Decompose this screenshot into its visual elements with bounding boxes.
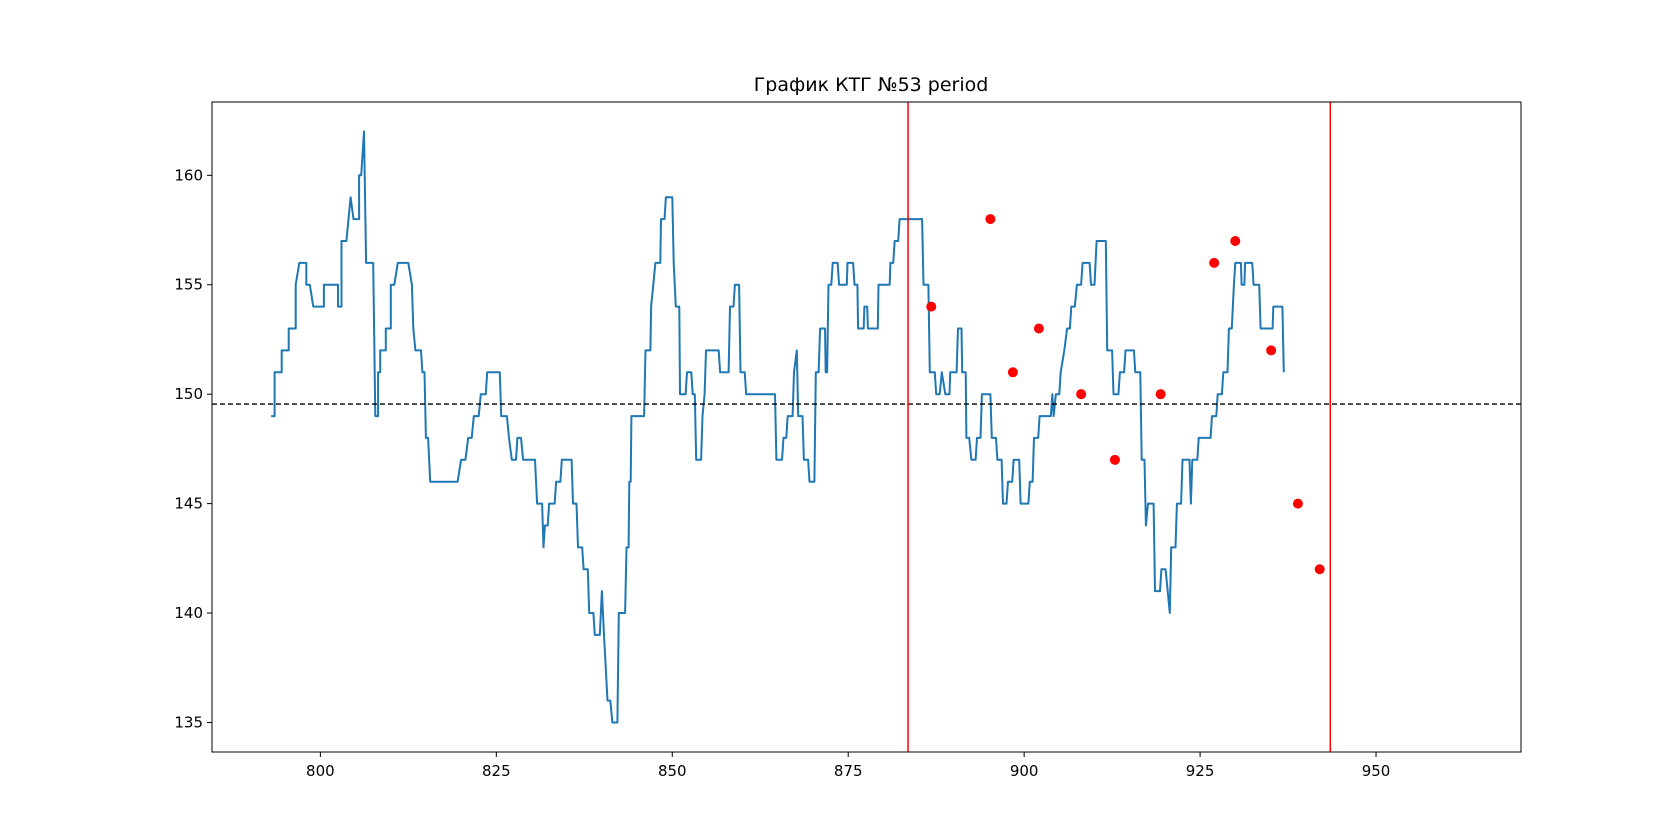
chart-title: График КТГ №53 period (754, 74, 989, 96)
x-tick-label-850: 850 (658, 762, 687, 780)
y-tick-label-160: 160 (174, 166, 203, 184)
peak-marker-8 (1230, 235, 1241, 246)
y-tick-label-145: 145 (174, 495, 203, 513)
peak-marker-7 (1209, 257, 1220, 268)
y-tick-label-140: 140 (174, 604, 203, 622)
peak-marker-3 (1033, 323, 1044, 334)
peak-marker-11 (1314, 564, 1325, 575)
plot-area: 800 825 850 875 900 925 950 135 140 145 150 155 160 (174, 101, 1522, 780)
y-tick-label-135: 135 (174, 713, 203, 731)
y-tick-label-155: 155 (174, 276, 203, 294)
peak-marker-1 (985, 214, 996, 225)
axes-frame (211, 101, 1522, 753)
x-tick-label-900: 900 (1010, 762, 1039, 780)
series-line-0 (271, 130, 1285, 724)
peak-marker-2 (1007, 367, 1018, 378)
x-tick-label-825: 825 (482, 762, 511, 780)
peak-marker-6 (1155, 389, 1166, 400)
peak-marker-5 (1109, 454, 1120, 465)
peak-marker-10 (1292, 498, 1303, 509)
y-tick-label-150: 150 (174, 385, 203, 403)
x-tick-label-875: 875 (834, 762, 863, 780)
peak-marker-9 (1266, 345, 1277, 356)
peak-marker-0 (926, 301, 937, 312)
x-tick-label-800: 800 (306, 762, 335, 780)
x-tick-label-950: 950 (1362, 762, 1391, 780)
x-tick-label-925: 925 (1186, 762, 1215, 780)
peak-marker-4 (1076, 389, 1087, 400)
